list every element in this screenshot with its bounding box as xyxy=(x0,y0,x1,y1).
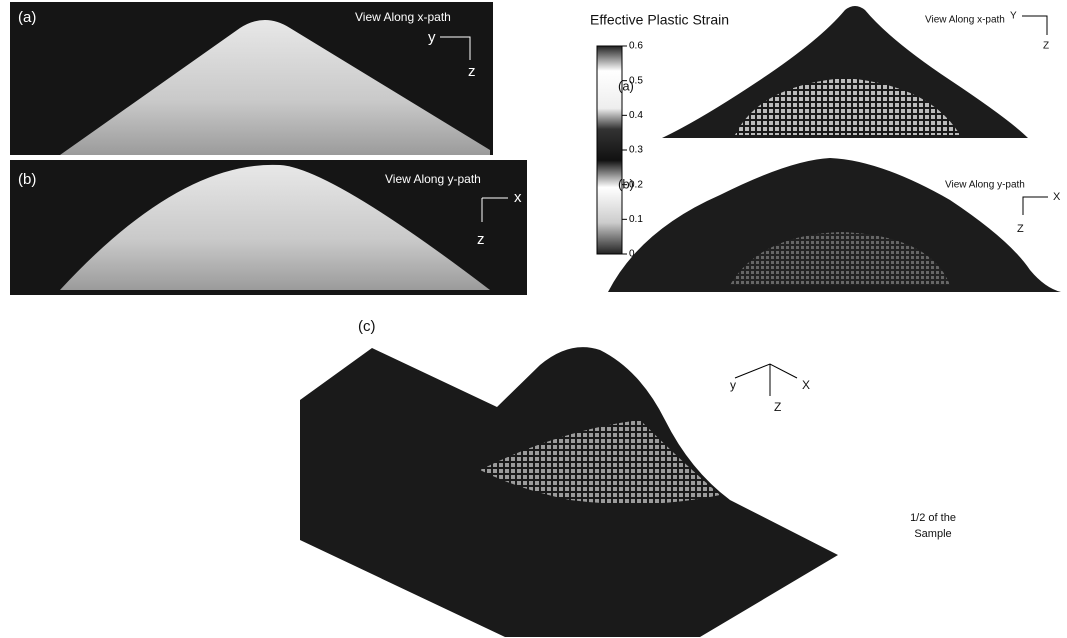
colorbar-tick-label: 0.3 xyxy=(629,145,643,156)
panel-label: (a) xyxy=(618,78,634,93)
axis-label: Z xyxy=(774,400,781,414)
axis-icon xyxy=(1023,197,1048,215)
panel-label: (c) xyxy=(358,318,376,335)
colorbar-tick-label: 0.4 xyxy=(629,110,643,121)
panel-label: (b) xyxy=(618,176,634,191)
axis-label: Z xyxy=(1017,223,1024,235)
axis-label: y xyxy=(730,378,736,392)
axis-icon xyxy=(735,364,797,396)
colorbar-tick-label: 0.1 xyxy=(629,214,643,225)
colorbar-tick-label: 0.6 xyxy=(629,41,643,52)
axis-label: Y xyxy=(1010,11,1017,22)
view-label: View Along y-path xyxy=(385,172,481,186)
axis-label: z xyxy=(477,231,485,248)
axis-icon xyxy=(1022,16,1047,35)
panel-label: (a) xyxy=(18,9,36,26)
note: 1/2 of the xyxy=(910,512,956,524)
note: Sample xyxy=(914,528,951,540)
axis-label: Z xyxy=(1043,41,1049,52)
axis-label: X xyxy=(1053,191,1061,203)
view-label: View Along y-path xyxy=(945,180,1025,191)
colorbar-title: Effective Plastic Strain xyxy=(590,12,729,28)
figure: (a) View Along x-path y z (b) View Along… xyxy=(0,0,1067,638)
view-label: View Along x-path xyxy=(355,10,451,24)
view-label: View Along x-path xyxy=(925,15,1005,26)
axis-label: x xyxy=(514,189,522,206)
panel-label: (b) xyxy=(18,171,36,188)
axis-label: y xyxy=(428,29,436,46)
axis-label: z xyxy=(468,63,476,80)
colorbar xyxy=(597,46,622,254)
axis-label: X xyxy=(802,378,810,392)
